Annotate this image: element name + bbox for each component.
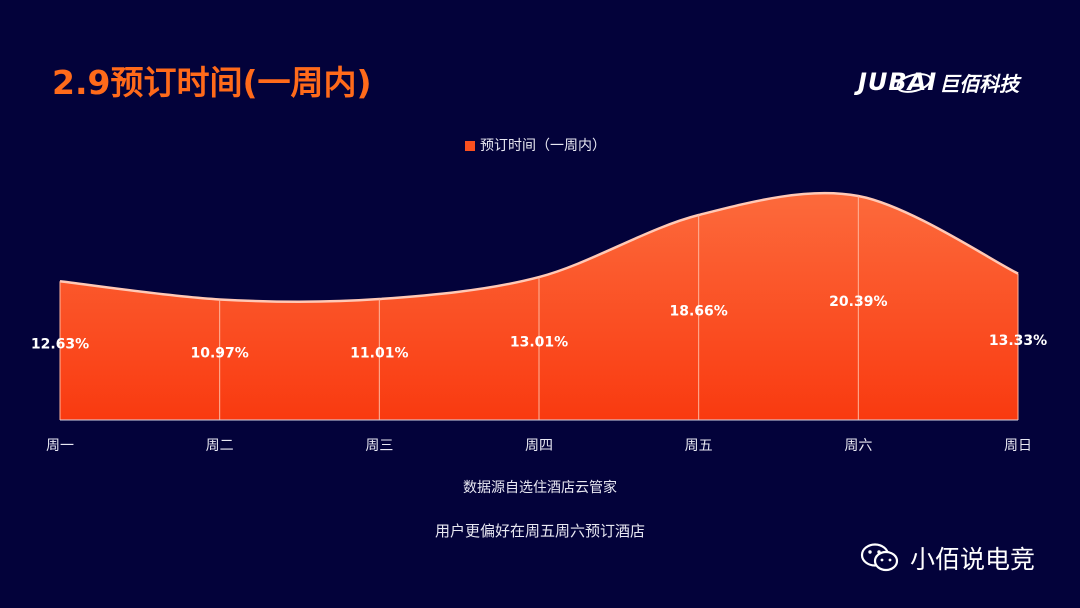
brand-logo: JUBAI 巨佰科技: [858, 62, 1019, 102]
x-tick-label: 周一: [46, 438, 74, 454]
x-tick-label: 周三: [365, 438, 393, 454]
brand-logo-text: JUBAI: [858, 68, 938, 96]
brand-swoosh-icon: [896, 73, 932, 93]
x-tick-label: 周日: [1004, 438, 1032, 454]
wechat-account: 小佰说电竞: [860, 540, 1035, 576]
x-tick-label: 周二: [206, 438, 234, 454]
page-title: 2.9预订时间(一周内): [52, 63, 372, 102]
data-label: 18.66%: [670, 304, 728, 320]
x-tick-label: 周五: [685, 438, 713, 454]
insight-text: 用户更偏好在周五周六预订酒店: [434, 522, 645, 540]
area-chart: 预订时间（一周内） 12.63% 10.97% 11.01% 13.01% 18.66%…: [31, 138, 1047, 454]
data-label: 10.97%: [191, 346, 249, 362]
data-label: 11.01%: [350, 346, 408, 362]
wechat-account-name: 小佰说电竞: [910, 545, 1036, 574]
legend-swatch: [465, 141, 475, 151]
brand-name: 巨佰科技: [939, 71, 1020, 96]
x-tick-label: 周四: [525, 438, 553, 454]
source-note: 数据源自选住酒店云管家: [463, 480, 617, 496]
x-tick-label: 周六: [844, 438, 872, 454]
legend-label: 预订时间（一周内）: [480, 138, 606, 154]
legend: 预订时间（一周内）: [465, 138, 606, 154]
data-label: 13.01%: [510, 335, 568, 351]
data-label: 12.63%: [31, 337, 89, 353]
data-label: 13.33%: [989, 333, 1047, 349]
wechat-icon: [860, 543, 899, 572]
plot-area: 12.63% 10.97% 11.01% 13.01% 18.66% 20.39% 13.3…: [31, 191, 1047, 454]
data-label: 20.39%: [829, 294, 887, 310]
